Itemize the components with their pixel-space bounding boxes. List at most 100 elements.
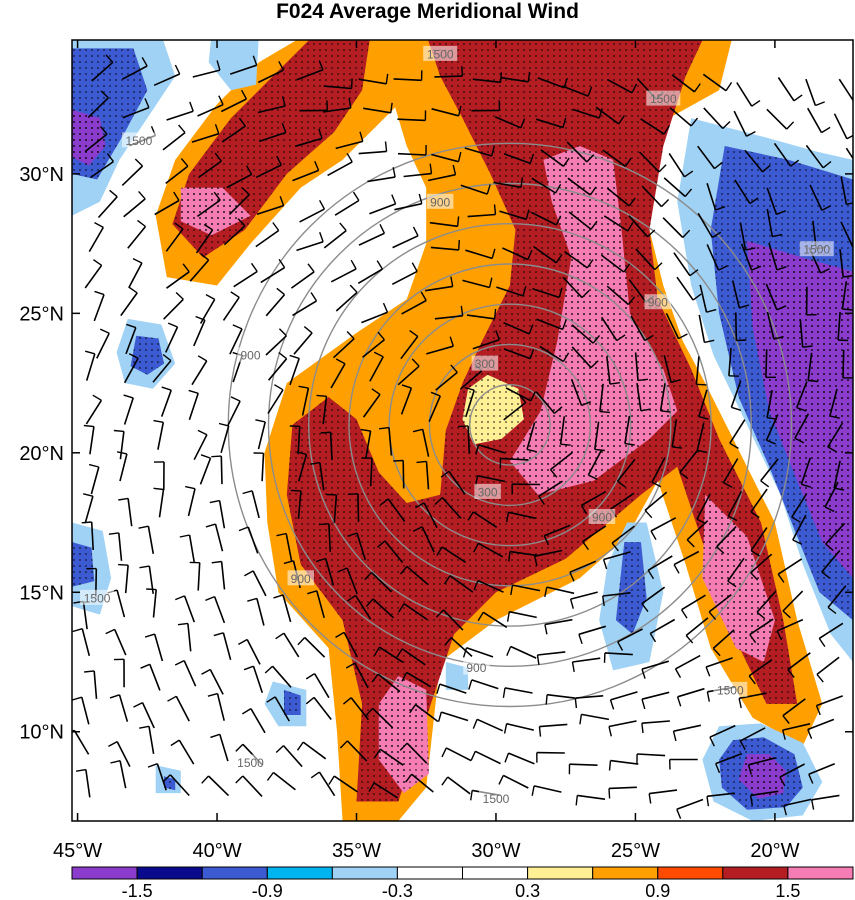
wind-barb-485 <box>147 763 167 791</box>
wind-barb-489 <box>266 771 296 791</box>
wind-barb-237 <box>316 394 328 425</box>
wind-barb-424 <box>401 671 432 688</box>
wind-barb-220 <box>535 391 563 414</box>
wind-barb-119 <box>223 218 246 246</box>
wind-barb-457 <box>739 727 766 750</box>
map-title: F024 Average Meridional Wind <box>276 0 579 23</box>
wind-barb-176 <box>600 316 626 342</box>
wind-barb-131 <box>635 248 663 271</box>
wind-barb-269 <box>616 458 636 488</box>
wind-barb-503 <box>749 790 779 806</box>
wind-barb-306 <box>326 493 338 523</box>
wind-barb-30 <box>322 97 352 113</box>
wind-barb-6 <box>296 60 324 81</box>
wind-region-12 <box>208 40 259 91</box>
wind-barb-453 <box>608 720 637 737</box>
wind-barb-233 <box>188 389 199 421</box>
wind-barb-18 <box>702 73 733 92</box>
wind-barb-35 <box>494 116 526 129</box>
wind-barb-273 <box>760 458 779 488</box>
wind-barb-25 <box>166 101 194 121</box>
wind-barb-481 <box>779 763 805 787</box>
wind-barb-103 <box>467 204 497 218</box>
wind-barb-362 <box>641 586 666 613</box>
wind-barb-91 <box>840 176 853 206</box>
wind-barb-133 <box>706 244 728 271</box>
wind-barb-213 <box>289 354 300 386</box>
wind-barb-363 <box>681 594 706 619</box>
wind-barb-366 <box>782 590 804 619</box>
wind-barb-97 <box>256 195 285 216</box>
wind-barb-436 <box>815 695 843 716</box>
wind-barb-475 <box>568 763 598 775</box>
wind-barb-178 <box>665 312 688 340</box>
wind-barb-190 <box>293 326 313 355</box>
contour-label-12: 900 <box>466 661 486 675</box>
wind-barb-395 <box>213 632 232 661</box>
wind-barb-65 <box>744 149 771 173</box>
wind-barb-114 <box>840 221 853 248</box>
wind-barb-36 <box>535 117 567 129</box>
wind-barb-5 <box>257 60 285 84</box>
wind-barb-8 <box>358 73 389 85</box>
colorbar-label-3: 0.3 <box>515 881 540 900</box>
wind-barb-432 <box>676 687 705 707</box>
wind-barb-93 <box>123 190 146 218</box>
wind-barb-186 <box>164 322 179 353</box>
wind-barb-122 <box>323 222 347 249</box>
wind-barb-299 <box>83 493 94 524</box>
wind-barb-13 <box>537 77 568 89</box>
wind-barb-129 <box>564 250 594 269</box>
wind-barb-354 <box>364 571 393 593</box>
wind-barb-261 <box>360 428 372 459</box>
wind-barb-17 <box>671 74 701 93</box>
contour-label-7: 300 <box>475 357 495 371</box>
wind-barb-498 <box>575 794 606 806</box>
wind-barb-323 <box>108 532 123 561</box>
wind-barb-340 <box>673 550 700 574</box>
lon-label-5: 20°W <box>750 840 799 862</box>
wind-barb-166 <box>265 287 286 317</box>
wind-barb-480 <box>747 757 776 775</box>
wind-barb-483 <box>75 768 91 798</box>
wind-barb-322 <box>81 521 94 551</box>
wind-barb-491 <box>328 775 358 793</box>
wind-barb-175 <box>571 324 601 344</box>
wind-barb-367 <box>827 585 847 615</box>
wind-barb-120 <box>255 222 280 248</box>
wind-barb-451 <box>538 723 568 737</box>
wind-barb-462 <box>139 725 155 755</box>
wind-barb-478 <box>669 758 698 770</box>
range-ring-6 <box>267 182 752 667</box>
wind-barb-60 <box>566 141 595 163</box>
wind-barb-415 <box>113 658 125 688</box>
wind-barb-130 <box>600 254 631 273</box>
wind-barb-54 <box>358 141 388 155</box>
contour-label-bg-8 <box>474 483 501 499</box>
wind-barb-0 <box>91 54 114 82</box>
wind-barb-63 <box>668 152 694 178</box>
wind-barb-82 <box>531 177 562 194</box>
wind-barb-400 <box>373 646 404 663</box>
wind-barb-318 <box>716 526 737 554</box>
wind-barb-23 <box>87 90 109 118</box>
wind-barb-70 <box>121 158 144 186</box>
wind-barb-419 <box>243 665 264 694</box>
wind-barb-342 <box>750 553 773 581</box>
wind-barb-251 <box>794 413 810 444</box>
wind-barb-423 <box>371 673 401 693</box>
stipple-region-11 <box>72 109 106 166</box>
wind-barb-300 <box>118 497 133 527</box>
wind-barb-391 <box>72 628 91 657</box>
wind-barb-452 <box>579 713 610 725</box>
contour-label-bg-6 <box>237 347 264 363</box>
wind-barb-90 <box>809 184 832 211</box>
wind-barb-146 <box>357 260 383 284</box>
wind-barb-194 <box>426 336 454 355</box>
wind-barb-309 <box>415 502 438 529</box>
wind-barb-153 <box>606 285 636 306</box>
wind-barb-315 <box>611 525 635 552</box>
wind-barb-243 <box>526 422 537 453</box>
wind-barb-316 <box>650 517 677 541</box>
wind-barb-134 <box>740 243 762 271</box>
